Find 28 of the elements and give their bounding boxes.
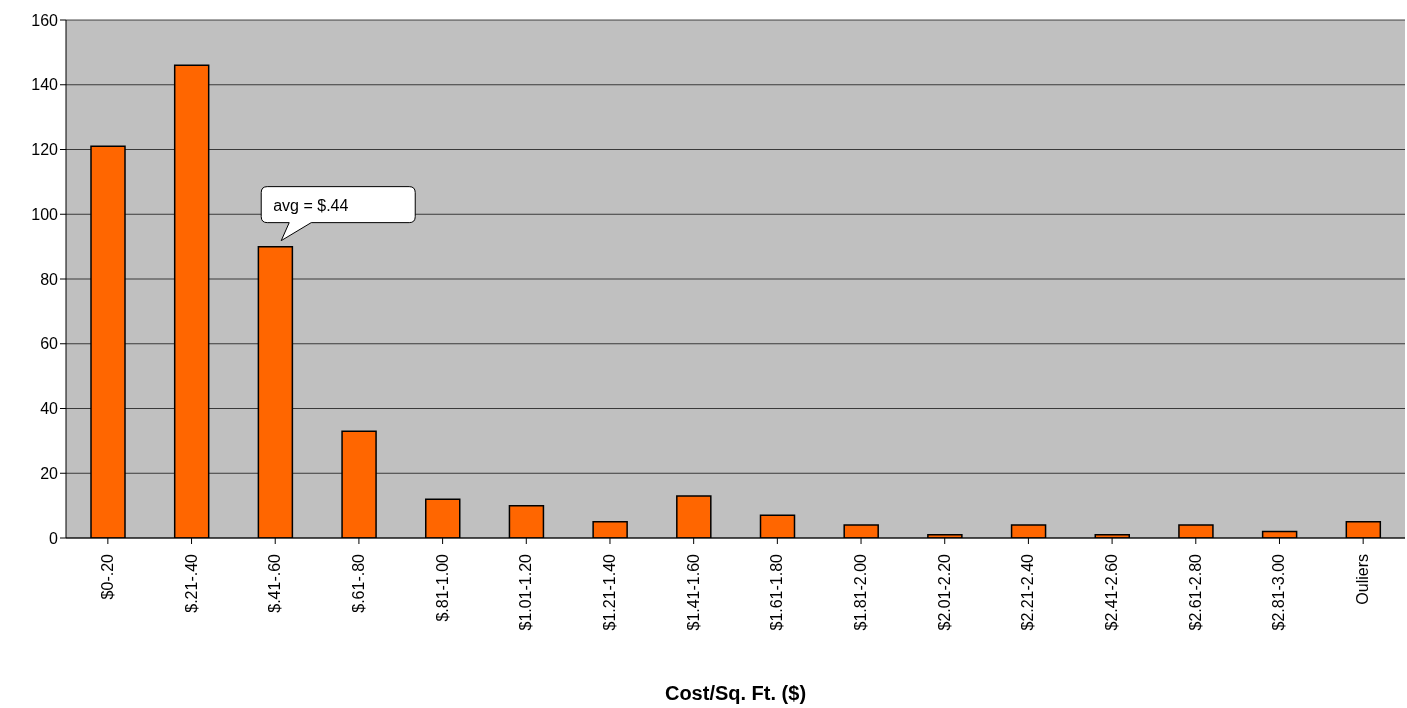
x-axis-title: Cost/Sq. Ft. ($) <box>664 682 807 704</box>
y-tick-label: 160 <box>31 11 59 29</box>
y-tick-label: 60 <box>40 335 59 353</box>
y-tick-label: 0 <box>49 529 59 547</box>
x-tick-label: $.81-1.00 <box>433 553 451 622</box>
x-tick-label: $2.61-2.80 <box>1186 553 1204 631</box>
x-tick-label: $2.01-2.20 <box>935 553 953 631</box>
x-tick-label: $2.21-2.40 <box>1019 553 1037 631</box>
x-tick-label: $.41-.60 <box>266 553 284 613</box>
x-tick-label: $1.01-1.20 <box>517 553 535 631</box>
y-tick-label: 20 <box>40 464 59 482</box>
x-tick-label: $2.81-3.00 <box>1270 553 1288 631</box>
y-tick-label: 100 <box>31 205 59 223</box>
x-tick-label: $1.41-1.60 <box>684 553 702 631</box>
y-tick-label: 120 <box>31 141 59 159</box>
x-tick-label: $0-.20 <box>98 553 116 600</box>
y-tick-label: 40 <box>40 400 59 418</box>
x-tick-label: $1.21-1.40 <box>600 553 618 631</box>
x-tick-label: $1.61-1.80 <box>768 553 786 631</box>
speech-bubble: avg = $.44 <box>260 186 416 242</box>
y-tick-label: 80 <box>40 270 59 288</box>
x-tick-label: $.21-.40 <box>182 553 200 613</box>
annotation: avg = $.44 <box>273 196 349 214</box>
y-tick-label: 140 <box>31 76 59 94</box>
x-tick-label: $.61-.80 <box>349 553 367 613</box>
x-tick-label: $2.41-2.60 <box>1103 553 1121 631</box>
x-tick-label: Ouliers <box>1354 554 1372 605</box>
x-tick-label: $1.81-2.00 <box>852 553 870 631</box>
